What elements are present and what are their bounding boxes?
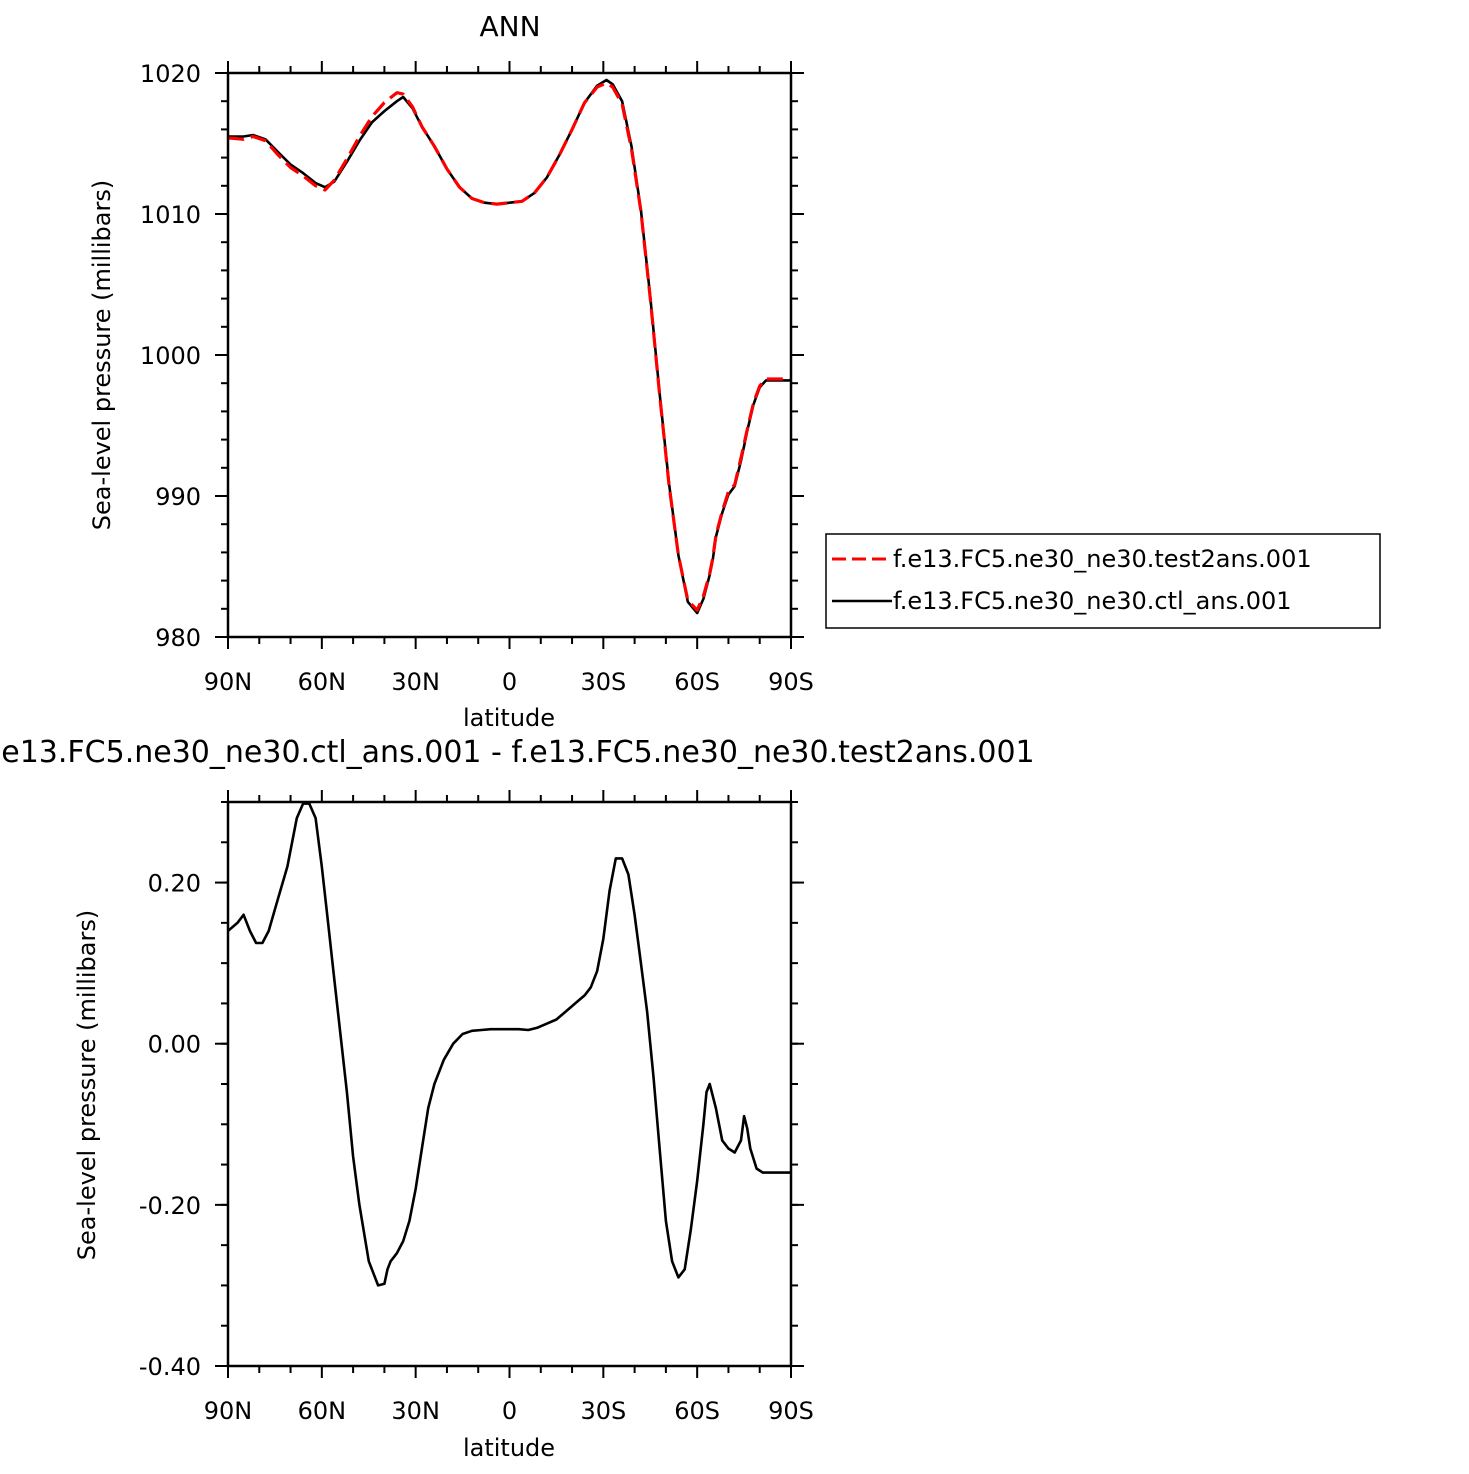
legend-label-test2ans: f.e13.FC5.ne30_ne30.test2ans.001 [893, 545, 1312, 573]
x-tick-label: 30N [391, 668, 440, 696]
x-tick-label: 90S [768, 1397, 814, 1425]
x-tick-label: 90N [204, 1397, 253, 1425]
legend: f.e13.FC5.ne30_ne30.test2ans.001 f.e13.F… [825, 533, 1381, 629]
bottom-xlabel: latitude [463, 1434, 555, 1462]
series-line-difference [228, 802, 791, 1287]
top-frame [226, 71, 793, 639]
x-tick-label: 90S [768, 668, 814, 696]
bottom-title: f.e13.FC5.ne30_ne30.ctl_ans.001 - f.e13.… [0, 735, 1035, 770]
legend-box [825, 533, 1381, 629]
bottom-plot-area: 90N 60N 30N 0 30S 60S 90S -0.40 -0.20 0.00 0.20 [139, 790, 814, 1425]
top-xlabel: latitude [463, 704, 555, 732]
series-line-ctl [228, 78, 791, 615]
x-tick-label: 60N [298, 1397, 347, 1425]
y-tick-label: -0.40 [139, 1353, 201, 1381]
y-tick-label: 1000 [140, 342, 201, 370]
top-series-group [228, 78, 791, 615]
y-tick-label: 980 [155, 624, 201, 652]
bottom-frame [226, 800, 793, 1368]
panel-bottom: f.e13.FC5.ne30_ne30.ctl_ans.001 - f.e13.… [0, 735, 1035, 1462]
x-tick-label: 0 [502, 668, 517, 696]
top-ylabel: Sea-level pressure (millibars) [88, 180, 116, 530]
series-line-test2ans [228, 81, 791, 612]
panel-top: ANN 90N 60N 30N 0 30S 60S 90S 980 990 1000 1010 102… [88, 10, 1381, 732]
x-tick-label: 90N [204, 668, 253, 696]
y-tick-label: 0.00 [148, 1031, 201, 1059]
top-title: ANN [479, 10, 540, 43]
y-tick-label: -0.20 [139, 1192, 201, 1220]
top-plot-area: 90N 60N 30N 0 30S 60S 90S 980 990 1000 1010 1020 [140, 60, 814, 696]
y-tick-label: 1020 [140, 60, 201, 88]
x-tick-label: 30S [580, 1397, 626, 1425]
y-tick-label: 990 [155, 483, 201, 511]
y-tick-label: 1010 [140, 201, 201, 229]
x-tick-label: 30N [391, 1397, 440, 1425]
x-tick-label: 60S [674, 1397, 720, 1425]
x-tick-label: 60S [674, 668, 720, 696]
y-tick-label: 0.20 [148, 870, 201, 898]
x-tick-label: 30S [580, 668, 626, 696]
legend-label-ctl: f.e13.FC5.ne30_ne30.ctl_ans.001 [893, 587, 1292, 615]
bottom-ylabel: Sea-level pressure (millibars) [73, 910, 101, 1260]
x-tick-label: 0 [502, 1397, 517, 1425]
bottom-series-group [228, 802, 791, 1287]
x-tick-label: 60N [298, 668, 347, 696]
